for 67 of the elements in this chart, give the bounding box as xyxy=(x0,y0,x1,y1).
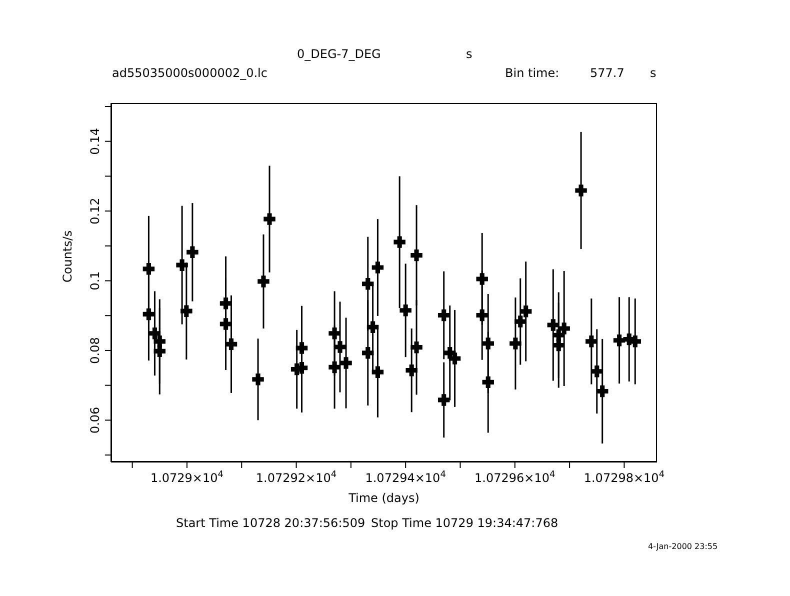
text: 4-Jan-2000 23:55 xyxy=(648,542,718,551)
point xyxy=(142,308,155,320)
point xyxy=(514,316,526,328)
point xyxy=(225,338,238,350)
point xyxy=(476,309,488,322)
point xyxy=(438,394,450,406)
point xyxy=(372,262,384,274)
point xyxy=(258,276,270,288)
point xyxy=(180,305,192,317)
point xyxy=(328,361,340,374)
point xyxy=(328,328,340,340)
point xyxy=(154,345,166,358)
point xyxy=(334,341,346,353)
y-tick-label: 0.1 xyxy=(88,271,102,290)
point xyxy=(366,321,379,333)
point xyxy=(547,319,560,331)
chart-title: 0_DEG-7_DEG xyxy=(297,47,381,61)
point xyxy=(394,236,406,248)
point xyxy=(438,309,450,322)
point xyxy=(448,352,461,364)
point xyxy=(558,322,570,334)
point xyxy=(220,318,232,330)
point xyxy=(406,364,418,376)
y-tick-label: 0.08 xyxy=(88,337,102,364)
point xyxy=(482,338,494,350)
point xyxy=(362,347,374,359)
point xyxy=(410,341,422,354)
point xyxy=(410,249,422,262)
x-axis-title: Time (days) xyxy=(348,491,420,505)
x-tick-label: 1.07292×10$^{4}$ xyxy=(256,470,337,485)
text: s xyxy=(650,66,656,80)
text: Bin time: xyxy=(505,66,560,80)
point xyxy=(591,366,603,378)
y-tick-label: 0.06 xyxy=(88,406,102,434)
point xyxy=(510,338,522,350)
point xyxy=(596,385,608,398)
point xyxy=(586,336,598,348)
point xyxy=(575,184,587,196)
y-tick-label: 0.14 xyxy=(88,128,102,155)
point xyxy=(252,374,264,386)
point xyxy=(362,278,374,290)
point xyxy=(482,376,494,388)
text: s xyxy=(466,47,472,61)
text: 577.7 xyxy=(590,66,624,80)
point xyxy=(176,259,188,271)
point xyxy=(552,339,564,352)
x-tick-label: 1.07296×10$^{4}$ xyxy=(474,470,556,485)
point xyxy=(186,246,198,258)
text: Stop Time 10729 19:34:47:768 xyxy=(371,516,558,530)
x-tick-label: 1.07298×10$^{4}$ xyxy=(584,470,665,485)
point xyxy=(613,334,626,346)
point xyxy=(372,366,384,378)
x-tick-label: 1.07294×10$^{4}$ xyxy=(365,470,446,485)
chart-subtitle: ad55035000s000002_0.lc xyxy=(112,66,268,80)
point xyxy=(142,263,155,275)
point xyxy=(220,298,232,310)
text: Start Time 10728 20:37:56:509 xyxy=(176,516,366,530)
point xyxy=(476,273,488,285)
point xyxy=(520,306,532,318)
point xyxy=(296,342,308,354)
y-axis-title: Counts/s xyxy=(60,230,74,282)
point xyxy=(340,357,352,369)
y-tick-label: 0.12 xyxy=(88,198,102,224)
point xyxy=(400,304,412,316)
point xyxy=(148,328,161,340)
point xyxy=(264,213,276,225)
x-tick-label: 1.0729×10$^{4}$ xyxy=(150,470,224,485)
